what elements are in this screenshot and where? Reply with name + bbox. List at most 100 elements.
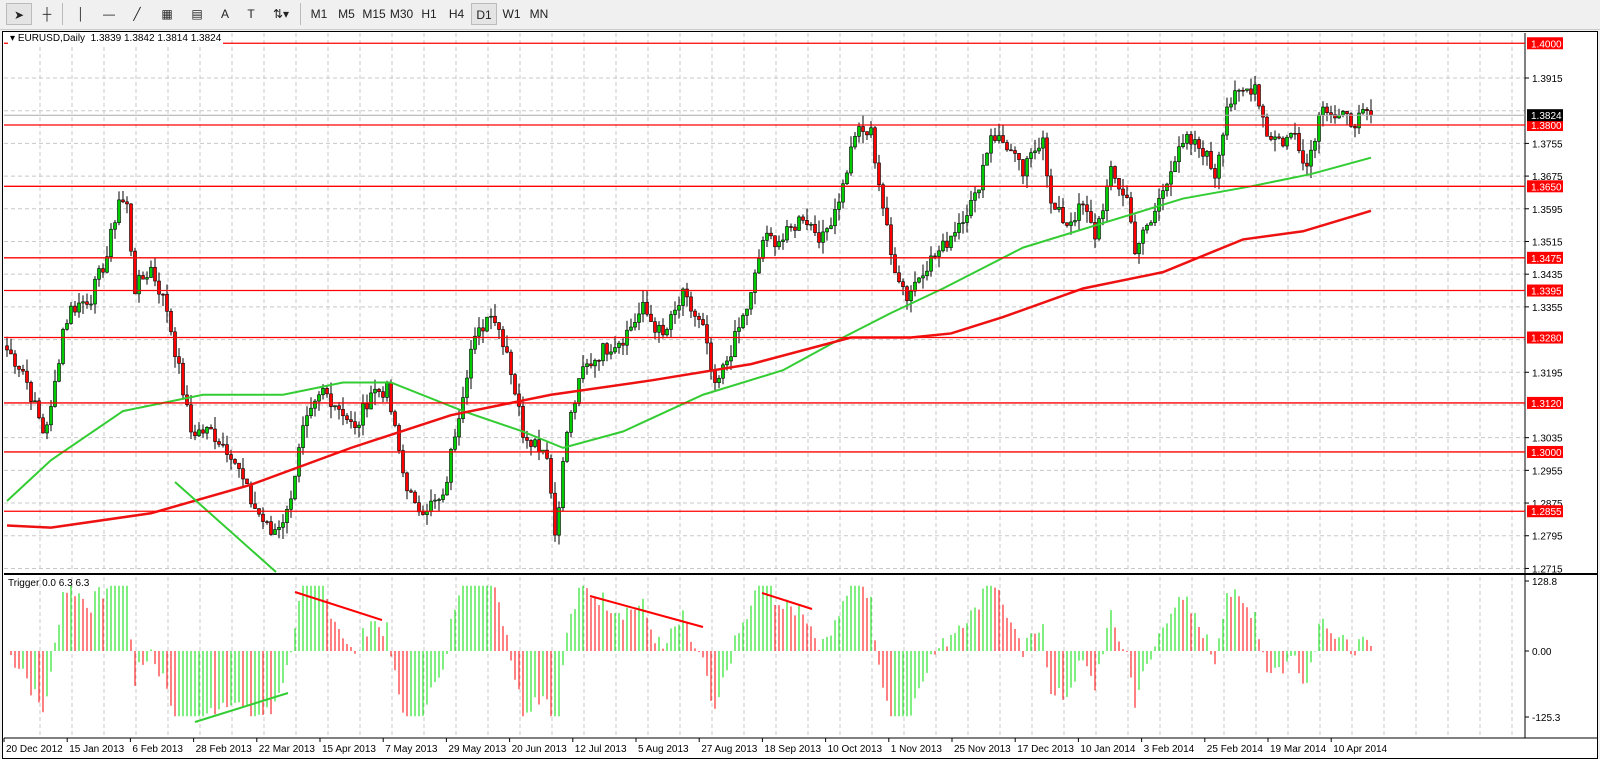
price-tick-label: 1.3435 [1532,270,1563,281]
timeframe-m30[interactable]: M30 [389,7,414,21]
arrows-icon[interactable]: ⇅▾ [272,7,290,21]
candle [1285,134,1289,150]
candle [877,154,881,192]
candle [313,398,317,417]
level-price-label: 1.4000 [1531,39,1562,50]
candle-body [637,313,641,323]
candle [349,411,353,429]
candle [969,190,973,219]
candle-body [1313,140,1317,151]
crosshair-icon[interactable]: ┼ [42,7,52,21]
candle-body [65,323,69,330]
cursor-icon[interactable]: ➤ [6,3,32,25]
candle [1233,80,1237,111]
candle [1257,83,1261,110]
candle-body [125,201,129,205]
candle-body [897,272,901,283]
candle-body [689,296,693,312]
candle [309,397,313,419]
candle-body [1013,150,1017,154]
divergence-line [294,591,383,621]
candle-body [265,521,269,523]
candle [353,411,357,435]
candle [1181,134,1185,149]
candle-body [409,490,413,493]
candle-body [1153,210,1157,223]
candle-body [393,411,397,426]
chart-title: ▾ EURUSD,Daily 1.3839 1.3842 1.3814 1.38… [8,33,224,44]
candle-body [453,436,457,450]
candle [1289,132,1293,140]
candle-body [1277,136,1281,139]
candle-body [493,315,497,324]
candle-body [1233,90,1237,105]
candle-body [725,360,729,366]
candle [757,249,761,275]
candle-body [193,431,197,437]
candle-body [969,199,973,216]
candle-body [961,222,965,224]
timeframe-m15[interactable]: M15 [362,7,386,21]
candle [869,121,873,138]
candle [977,189,981,199]
timeframe-h4[interactable]: H4 [448,7,465,21]
candle-body [341,409,345,417]
candle [1341,109,1345,118]
candle-body [1061,207,1065,223]
candle-body [245,478,249,485]
candle [837,193,841,221]
candle-body [1065,222,1069,226]
candle-body [849,146,853,174]
candle [1045,132,1049,188]
candle [185,385,189,407]
label-icon[interactable]: T [247,7,255,21]
candle-body [1345,111,1349,115]
candle [809,222,813,231]
candle [557,501,561,545]
candle-body [881,184,885,209]
candle [397,423,401,454]
timeframe-h1[interactable]: H1 [421,7,437,21]
candle [1057,195,1061,213]
candle-body [729,356,733,362]
candle [1001,124,1005,144]
candle-body [1297,133,1301,152]
candle-body [773,235,777,248]
candle [289,490,293,518]
timeframe-d1[interactable]: D1 [471,3,497,25]
candle-body [69,305,73,324]
candle-body [1165,183,1169,191]
level-price-badge [1527,119,1563,131]
candle [405,471,409,500]
timeframe-m5[interactable]: M5 [338,7,355,21]
fibo-fan-icon[interactable]: ▤ [191,7,203,21]
candle [1041,130,1045,161]
vertical-line-icon[interactable]: │ [77,7,85,21]
candle [1141,227,1145,255]
candle [521,396,525,444]
candle [1089,199,1093,224]
trendline-icon[interactable]: ╱ [133,7,141,21]
candle [1165,182,1169,197]
text-icon[interactable]: A [220,7,229,21]
timeframe-w1[interactable]: W1 [502,7,521,21]
candle-body [505,346,509,353]
candle-body [1265,116,1269,137]
candle-body [1129,197,1133,223]
fibonacci-icon[interactable]: ▦ [161,7,173,21]
timeframe-mn[interactable]: MN [529,7,549,21]
horizontal-line-icon[interactable]: — [103,7,115,21]
candle-body [973,192,977,201]
timeframe-m1[interactable]: M1 [310,7,328,21]
candle-body [697,316,701,320]
candle [749,292,753,315]
candle-body [129,203,133,252]
candle [729,345,733,370]
candle-body [869,127,873,136]
date-tick-label: 29 May 2013 [448,744,506,755]
candle [117,191,121,226]
candle-body [1105,185,1109,212]
candle-body [585,363,589,367]
candle [293,475,297,501]
